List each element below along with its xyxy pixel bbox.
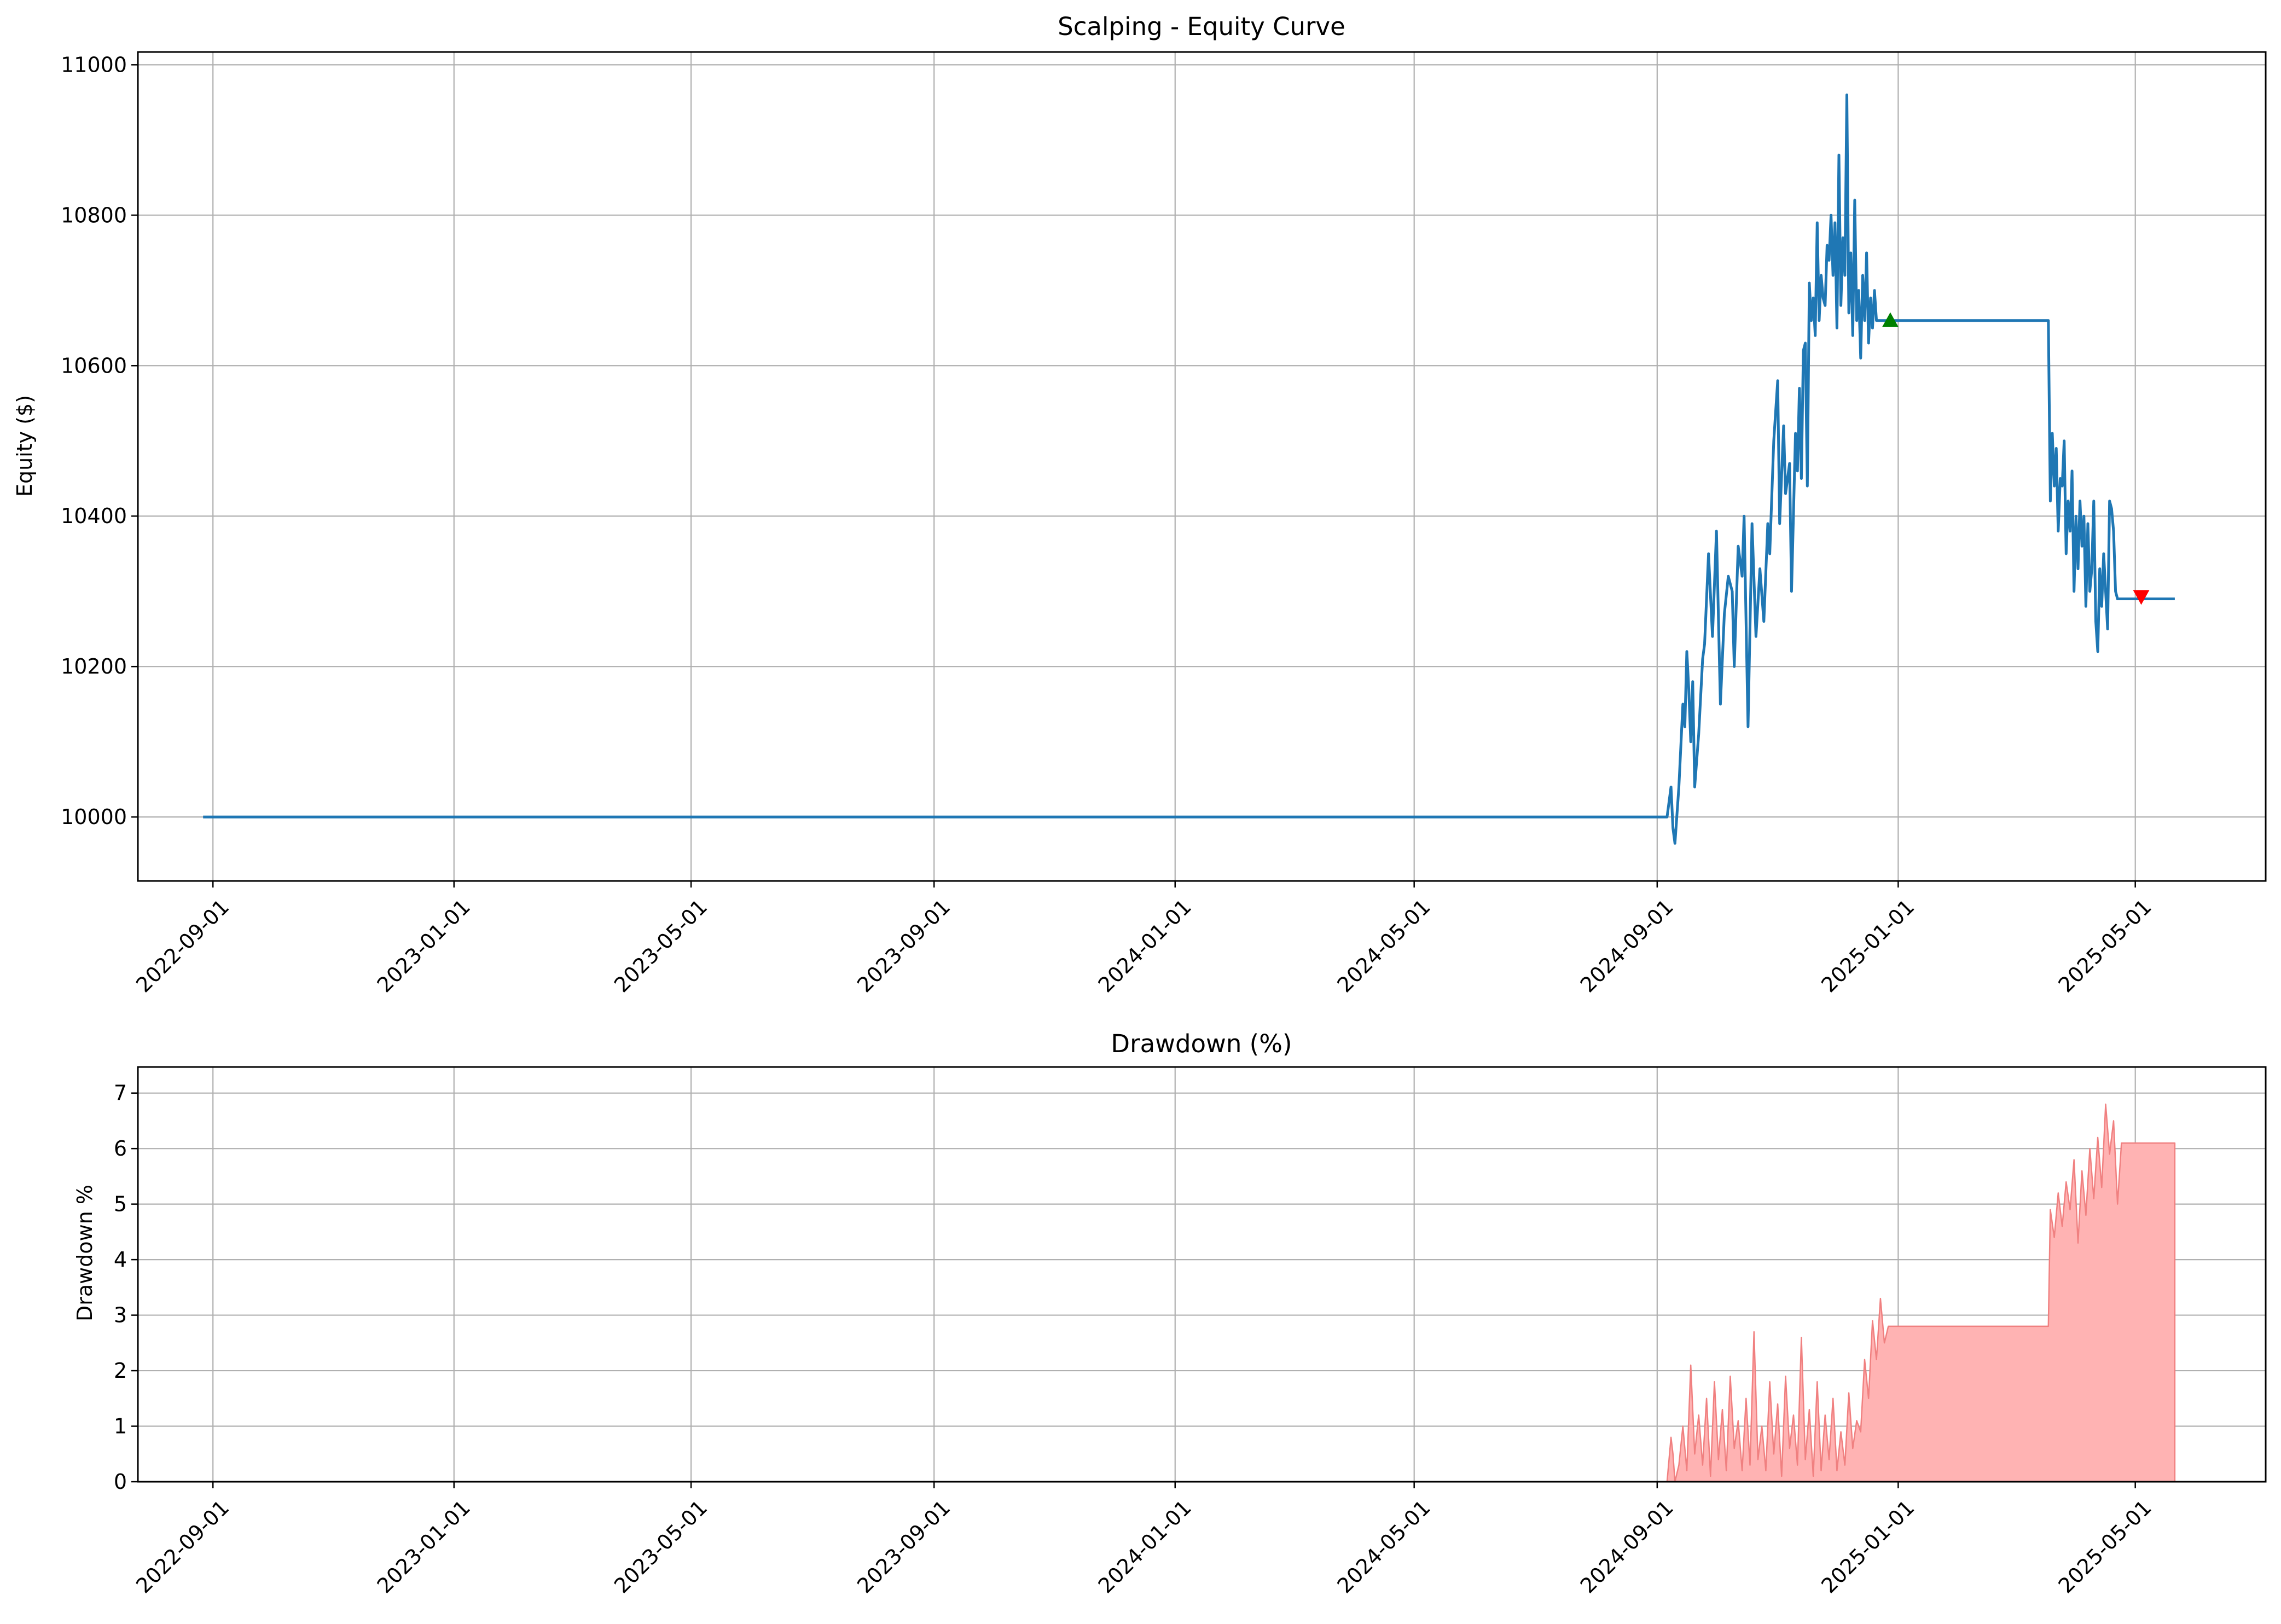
y-tick-label: 10400 (61, 504, 127, 528)
x-tick-label: 2023-01-01 (373, 1495, 475, 1598)
y-tick-label: 0 (114, 1470, 127, 1494)
y-tick-label: 10600 (61, 353, 127, 378)
equity-plot-frame (137, 51, 2267, 882)
x-tick-label: 2022-09-01 (131, 895, 234, 997)
x-tick-label: 2024-09-01 (1576, 1495, 1678, 1598)
y-tick-label: 10200 (61, 654, 127, 678)
x-tick-label: 2022-09-01 (131, 1495, 234, 1598)
drawdown-x-ticks: 2022-09-01 2023-01-01 2023-05-01 2023-09-01… (131, 1482, 2156, 1598)
equity-y-ticks: 10000 10200 10400 10600 10800 11000 (61, 53, 138, 829)
equity-chart: Scalping - Equity Curve Equity ($) 10000… (13, 12, 2267, 997)
trade-markers (1882, 312, 2150, 605)
x-tick-label: 2024-05-01 (1333, 1495, 1435, 1598)
x-tick-label: 2024-01-01 (1094, 1495, 1196, 1598)
x-tick-label: 2023-09-01 (852, 1495, 955, 1598)
y-tick-label: 3 (114, 1303, 127, 1327)
equity-series-line (203, 93, 2175, 845)
y-tick-label: 6 (114, 1136, 127, 1161)
y-tick-label: 2 (114, 1359, 127, 1383)
y-tick-label: 1 (114, 1414, 127, 1439)
drawdown-plot-frame (137, 1066, 2267, 1483)
x-tick-label: 2023-09-01 (852, 895, 955, 997)
drawdown-y-axis-label: Drawdown % (73, 1185, 97, 1321)
equity-chart-title: Scalping - Equity Curve (1058, 12, 1345, 41)
x-tick-label: 2023-01-01 (373, 895, 475, 997)
x-tick-label: 2025-05-01 (2054, 1495, 2156, 1598)
drawdown-y-ticks: 0 1 2 3 4 5 6 7 (114, 1081, 138, 1494)
x-tick-label: 2023-05-01 (610, 1495, 712, 1598)
drawdown-area (202, 1103, 2176, 1483)
drawdown-chart-title: Drawdown (%) (1111, 1029, 1292, 1058)
y-tick-label: 10800 (61, 203, 127, 227)
x-tick-label: 2023-05-01 (610, 895, 712, 997)
equity-y-axis-label: Equity ($) (13, 395, 37, 497)
y-tick-label: 5 (114, 1192, 127, 1216)
x-tick-label: 2024-05-01 (1333, 895, 1435, 997)
drawdown-chart: Drawdown (%) Drawdown % 0 1 2 3 4 5 6 7 2022-09… (73, 1029, 2267, 1598)
equity-grid (138, 52, 2266, 881)
y-tick-label: 11000 (61, 53, 127, 77)
x-tick-label: 2025-01-01 (1816, 1495, 1919, 1598)
sell-marker (2133, 590, 2150, 605)
x-tick-label: 2024-09-01 (1576, 895, 1678, 997)
x-tick-label: 2024-01-01 (1094, 895, 1196, 997)
y-tick-label: 10000 (61, 805, 127, 829)
x-tick-label: 2025-01-01 (1816, 895, 1919, 997)
equity-x-ticks: 2022-09-01 2023-01-01 2023-05-01 2023-09-01… (131, 881, 2156, 997)
y-tick-label: 4 (114, 1248, 127, 1272)
y-tick-label: 7 (114, 1081, 127, 1105)
x-tick-label: 2025-05-01 (2054, 895, 2156, 997)
buy-marker (1882, 312, 1899, 327)
